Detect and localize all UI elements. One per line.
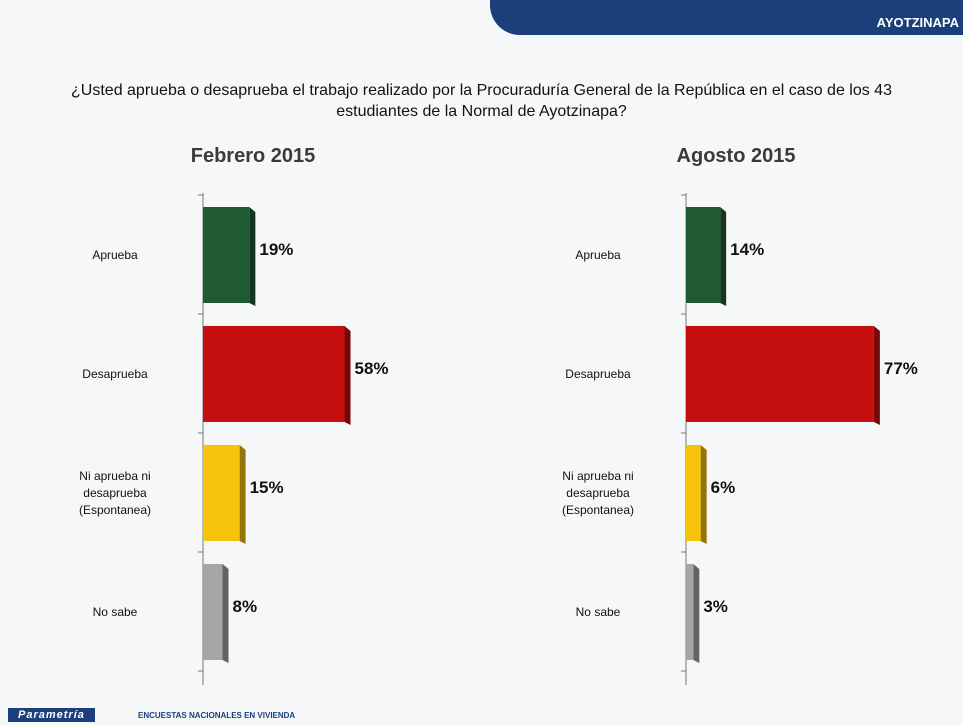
bar [686, 326, 880, 425]
header: AYOTZINAPA [490, 0, 963, 35]
tagline: ENCUESTAS NACIONALES EN VIVIENDA [138, 711, 296, 720]
value-label: 8% [232, 597, 258, 616]
logo: Parametría [8, 708, 95, 722]
value-label: 6% [710, 478, 736, 497]
category-label: No sabe [92, 604, 138, 619]
value-label: 19% [259, 240, 294, 259]
chart-title: Febrero 2015 [190, 145, 316, 167]
value-label: 77% [883, 359, 918, 378]
category-label: Ni aprueba ni desaprueba (Espontanea) [561, 468, 635, 517]
bar [203, 326, 351, 425]
bar [203, 445, 246, 544]
category-label: Desaprueba [565, 366, 631, 381]
category-label: Aprueba [92, 247, 138, 262]
category-label: Aprueba [575, 247, 621, 262]
value-label: 58% [354, 359, 389, 378]
category-label: Ni aprueba ni desaprueba (Espontanea) [78, 468, 152, 517]
bar [686, 445, 707, 544]
value-label: 14% [730, 240, 765, 259]
question: ¿Usted aprueba o desaprueba el trabajo r… [71, 82, 892, 120]
bar [203, 207, 256, 306]
bar [203, 564, 229, 663]
bar [686, 207, 727, 306]
value-label: 15% [249, 478, 284, 497]
category-label: No sabe [575, 604, 621, 619]
category-label: Desaprueba [82, 366, 148, 381]
chart-title: Agosto 2015 [676, 145, 796, 167]
value-label: 3% [703, 597, 728, 616]
bar [686, 564, 700, 663]
